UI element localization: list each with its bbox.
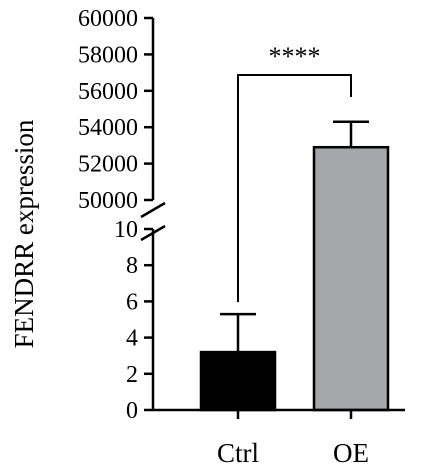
x-tick-label: OE	[333, 438, 369, 468]
y-tick-label: 60000	[78, 6, 138, 32]
x-axis: Ctrl OE	[153, 408, 405, 468]
y-axis-label: FENDRR expression	[9, 119, 39, 348]
y-tick-label: 0	[126, 398, 138, 424]
y-tick-label: 8	[126, 253, 138, 279]
y-axis: 0 2 4 6 8 10 50000 52000 54000 56000 58000 60000	[78, 6, 166, 424]
significance-label: ****	[269, 42, 321, 71]
significance-bracket: ****	[237, 42, 352, 303]
y-tick-label: 4	[126, 326, 138, 352]
x-tick-label: Ctrl	[217, 438, 259, 468]
bar-oe	[312, 145, 390, 412]
y-tick-label: 52000	[78, 152, 138, 178]
axis-break-mark	[140, 224, 166, 242]
y-tick-label: 50000	[78, 188, 138, 214]
y-tick-label: 56000	[78, 79, 138, 105]
y-tick-label: 2	[126, 362, 138, 388]
y-tick-label: 10	[114, 217, 138, 243]
bars	[199, 120, 390, 412]
y-tick-label: 54000	[78, 115, 138, 141]
bar-ctrl	[199, 350, 277, 412]
y-tick-label: 6	[126, 289, 138, 315]
bracket-line	[237, 74, 352, 303]
axis-break-mark	[140, 201, 166, 219]
y-tick-label: 58000	[78, 42, 138, 68]
